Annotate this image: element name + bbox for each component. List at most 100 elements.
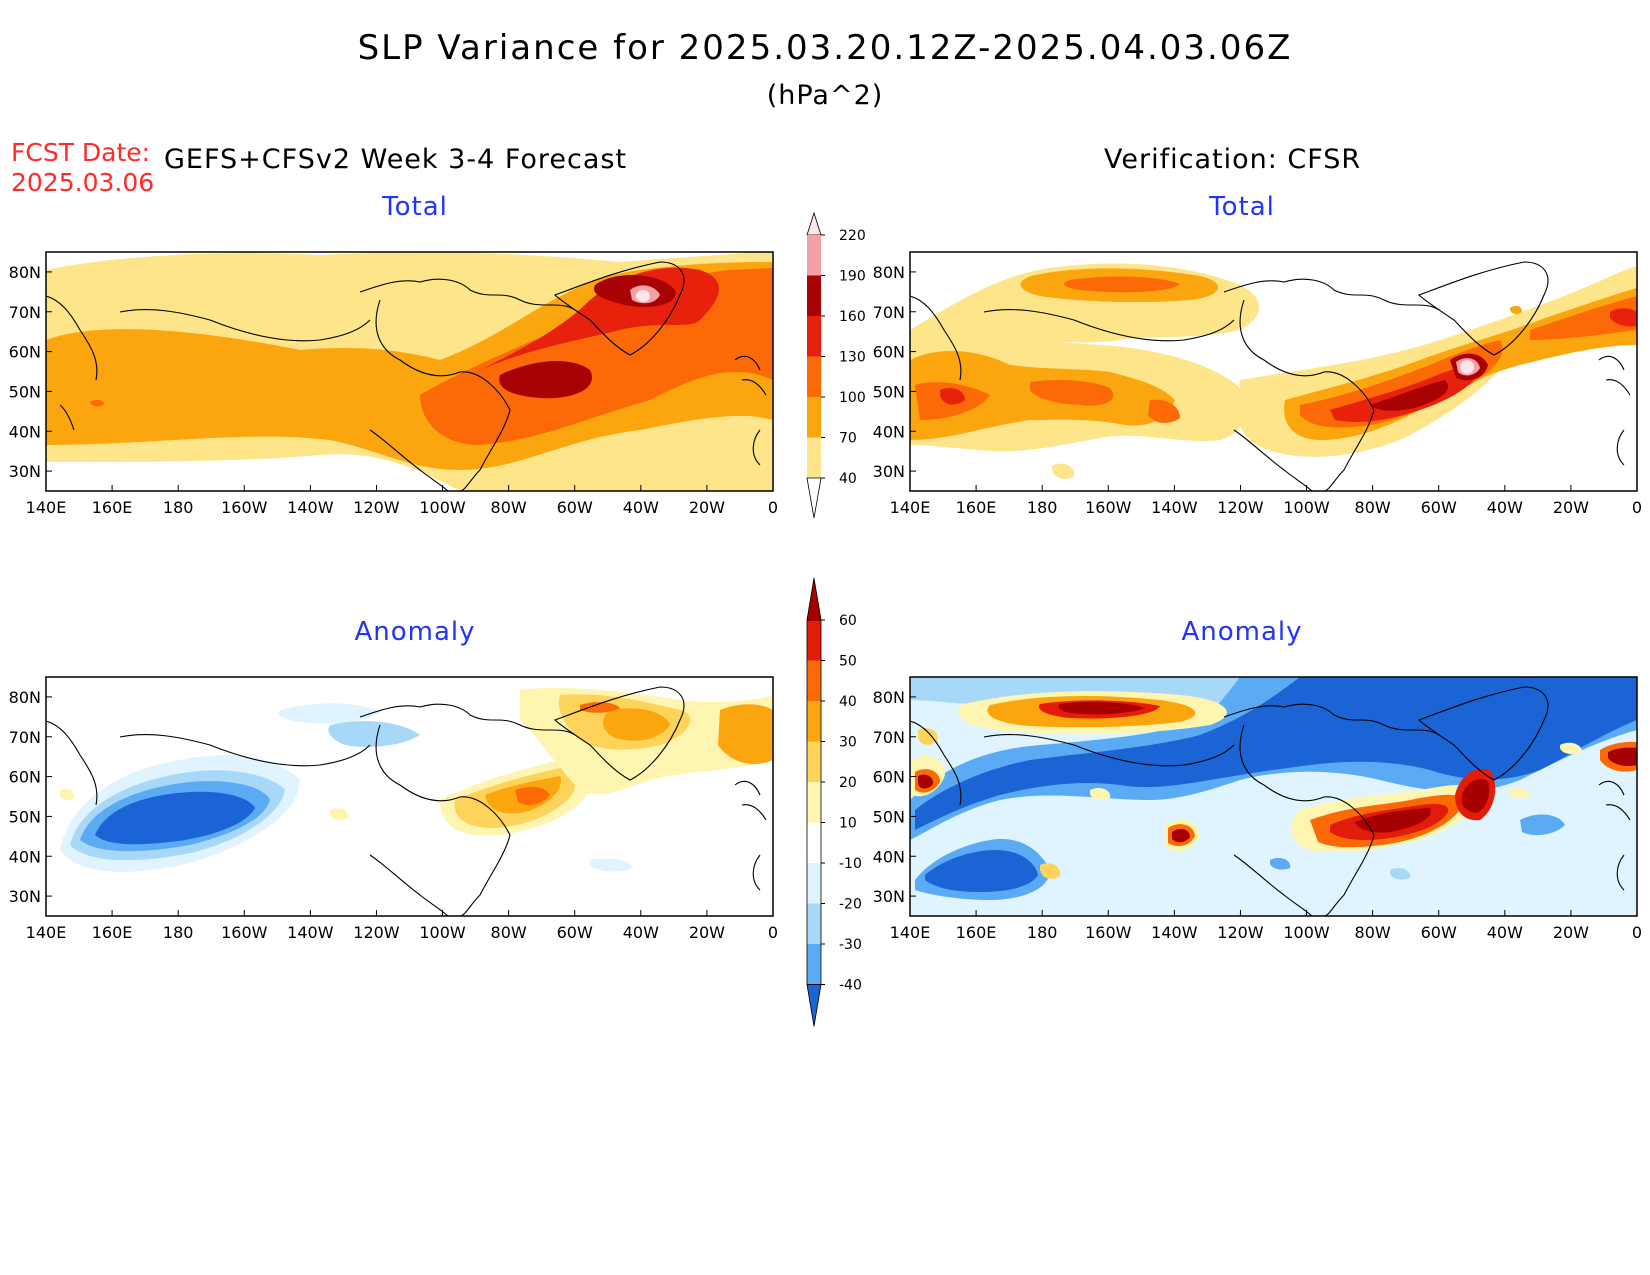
total-colorbar-swatch xyxy=(807,235,821,276)
forecast-anomaly-coastlines xyxy=(46,686,767,916)
anomaly-colorbar-tick-label: 50 xyxy=(839,654,857,670)
lon-tick-label: 120W xyxy=(1217,923,1264,942)
lat-tick-label: 30N xyxy=(9,887,41,906)
total-colorbar-tick-label: 160 xyxy=(839,309,866,325)
forecast-total-ticks: 140E 160E 180 160W 140W 120W 100W 80W 60W 40W 20W 0… xyxy=(9,263,778,517)
verification-total-frame xyxy=(909,251,1638,492)
anomaly-colorbar-swatch xyxy=(807,620,821,661)
lat-tick-label: 60N xyxy=(9,343,41,362)
lon-tick-label: 180 xyxy=(1027,923,1058,942)
total-colorbar-bottom-extension xyxy=(806,477,822,519)
lon-tick-label: 140W xyxy=(1151,923,1198,942)
lon-tick-label: 140E xyxy=(890,923,931,942)
lon-tick-label: 160E xyxy=(956,498,997,517)
lon-tick-label: 0 xyxy=(1632,923,1642,942)
lon-tick-label: 60W xyxy=(1421,498,1457,517)
anomaly-colorbar-tick-label: -30 xyxy=(839,937,862,953)
lat-tick-label: 70N xyxy=(9,303,41,322)
lat-tick-label: 30N xyxy=(873,887,905,906)
lat-tick-label: 70N xyxy=(9,728,41,747)
lat-tick-label: 70N xyxy=(873,728,905,747)
lat-tick-label: 50N xyxy=(9,807,41,826)
lon-tick-label: 180 xyxy=(163,923,194,942)
lon-tick-label: 160W xyxy=(221,923,268,942)
lon-tick-label: 140W xyxy=(287,923,334,942)
total-colorbar-swatch xyxy=(807,356,821,397)
lon-tick-label: 100W xyxy=(1283,923,1330,942)
total-colorbar-swatch xyxy=(807,437,821,478)
lon-tick-label: 80W xyxy=(1355,498,1391,517)
total-colorbar-tick-label: 190 xyxy=(839,269,866,285)
total-colorbar-tick-label: 100 xyxy=(839,390,866,406)
anomaly-colorbar-swatch xyxy=(807,822,821,863)
anomaly-colorbar-tick-label: -20 xyxy=(839,897,862,913)
anomaly-colorbar-swatch xyxy=(807,903,821,944)
total-colorbar-tick-label: 130 xyxy=(839,350,866,366)
total-colorbar-tick-label: 70 xyxy=(839,431,857,447)
lon-tick-label: 140E xyxy=(26,923,67,942)
total-colorbar-tick-label: 40 xyxy=(839,471,857,487)
forecast-total-coastlines xyxy=(46,261,767,491)
total-colorbar-swatch xyxy=(807,316,821,357)
lon-tick-label: 0 xyxy=(768,498,778,517)
lat-tick-label: 70N xyxy=(873,303,905,322)
anomaly-colorbar-tick-label: -10 xyxy=(839,856,862,872)
forecast-total-title: Total xyxy=(382,192,448,222)
anomaly-colorbar-tick-label: 10 xyxy=(839,816,857,832)
verification-anomaly-title: Anomaly xyxy=(1181,617,1303,647)
lon-tick-label: 180 xyxy=(1027,498,1058,517)
lon-tick-label: 140W xyxy=(1151,498,1198,517)
lon-tick-label: 140E xyxy=(890,498,931,517)
forecast-header: GEFS+CFSv2 Week 3-4 Forecast xyxy=(164,144,628,175)
lat-tick-label: 80N xyxy=(873,688,905,707)
lon-tick-label: 140W xyxy=(287,498,334,517)
lat-tick-label: 60N xyxy=(873,343,905,362)
lon-tick-label: 140E xyxy=(26,498,67,517)
lat-tick-label: 50N xyxy=(873,382,905,401)
lon-tick-label: 0 xyxy=(1632,498,1642,517)
lon-tick-label: 100W xyxy=(419,498,466,517)
total-colorbar-swatch xyxy=(807,275,821,316)
lat-tick-label: 80N xyxy=(9,688,41,707)
anomaly-colorbar-tick-label: 30 xyxy=(839,735,857,751)
lat-tick-label: 60N xyxy=(9,768,41,787)
forecast-total-map: 140E 160E 180 160W 140W 120W 100W 80W 60W 40W 20W 0… xyxy=(9,251,778,517)
lon-tick-label: 0 xyxy=(768,923,778,942)
lon-tick-label: 80W xyxy=(491,498,527,517)
fcst-date-value: 2025.03.06 xyxy=(11,168,155,197)
forecast-total-field xyxy=(46,252,773,491)
lon-tick-label: 80W xyxy=(491,923,527,942)
total-colorbar-swatch xyxy=(807,397,821,438)
verification-total-field xyxy=(910,263,1637,479)
lon-tick-label: 100W xyxy=(419,923,466,942)
lon-tick-label: 40W xyxy=(1487,498,1523,517)
lon-tick-label: 160W xyxy=(1085,498,1132,517)
anomaly-colorbar-swatch xyxy=(807,944,821,985)
anomaly-colorbar-swatch xyxy=(807,782,821,823)
units-label: (hPa^2) xyxy=(766,80,884,111)
lat-tick-label: 50N xyxy=(9,382,41,401)
lon-tick-label: 60W xyxy=(1421,923,1457,942)
forecast-anomaly-title: Anomaly xyxy=(354,617,476,647)
lon-tick-label: 160E xyxy=(956,923,997,942)
anomaly-colorbar-tick-label: -40 xyxy=(839,978,862,994)
forecast-anomaly-ticks: 140E 160E 180 160W 140W 120W 100W 80W 60W 40W 20W 0… xyxy=(9,688,778,942)
lat-tick-label: 40N xyxy=(873,847,905,866)
verification-header: Verification: CFSR xyxy=(1104,144,1362,175)
lat-tick-label: 80N xyxy=(873,263,905,282)
anomaly-colorbar-tick-label: 40 xyxy=(839,694,857,710)
lon-tick-label: 80W xyxy=(1355,923,1391,942)
lon-tick-label: 180 xyxy=(163,498,194,517)
lon-tick-label: 160W xyxy=(1085,923,1132,942)
lat-tick-label: 60N xyxy=(873,768,905,787)
lon-tick-label: 60W xyxy=(557,923,593,942)
anomaly-colorbar-bottom-extension xyxy=(806,984,822,1027)
lon-tick-label: 40W xyxy=(623,923,659,942)
verification-total-title: Total xyxy=(1209,192,1275,222)
lon-tick-label: 20W xyxy=(689,923,725,942)
anomaly-colorbar-tick-label: 60 xyxy=(839,613,857,629)
lat-tick-label: 30N xyxy=(9,462,41,481)
lon-tick-label: 40W xyxy=(623,498,659,517)
verification-anomaly-coastlines xyxy=(910,686,1631,916)
